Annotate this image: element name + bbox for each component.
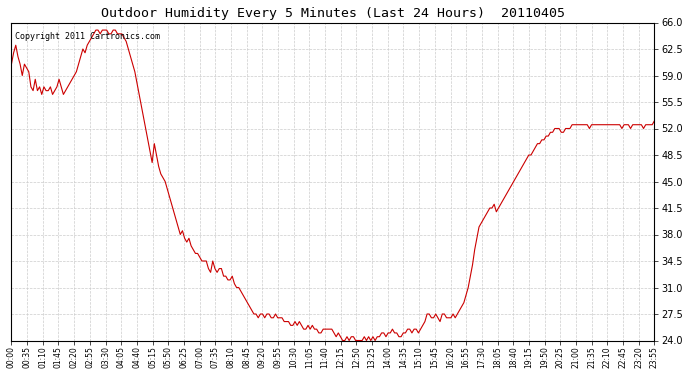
Text: Copyright 2011 Cartronics.com: Copyright 2011 Cartronics.com	[14, 32, 159, 41]
Title: Outdoor Humidity Every 5 Minutes (Last 24 Hours)  20110405: Outdoor Humidity Every 5 Minutes (Last 2…	[101, 7, 565, 20]
